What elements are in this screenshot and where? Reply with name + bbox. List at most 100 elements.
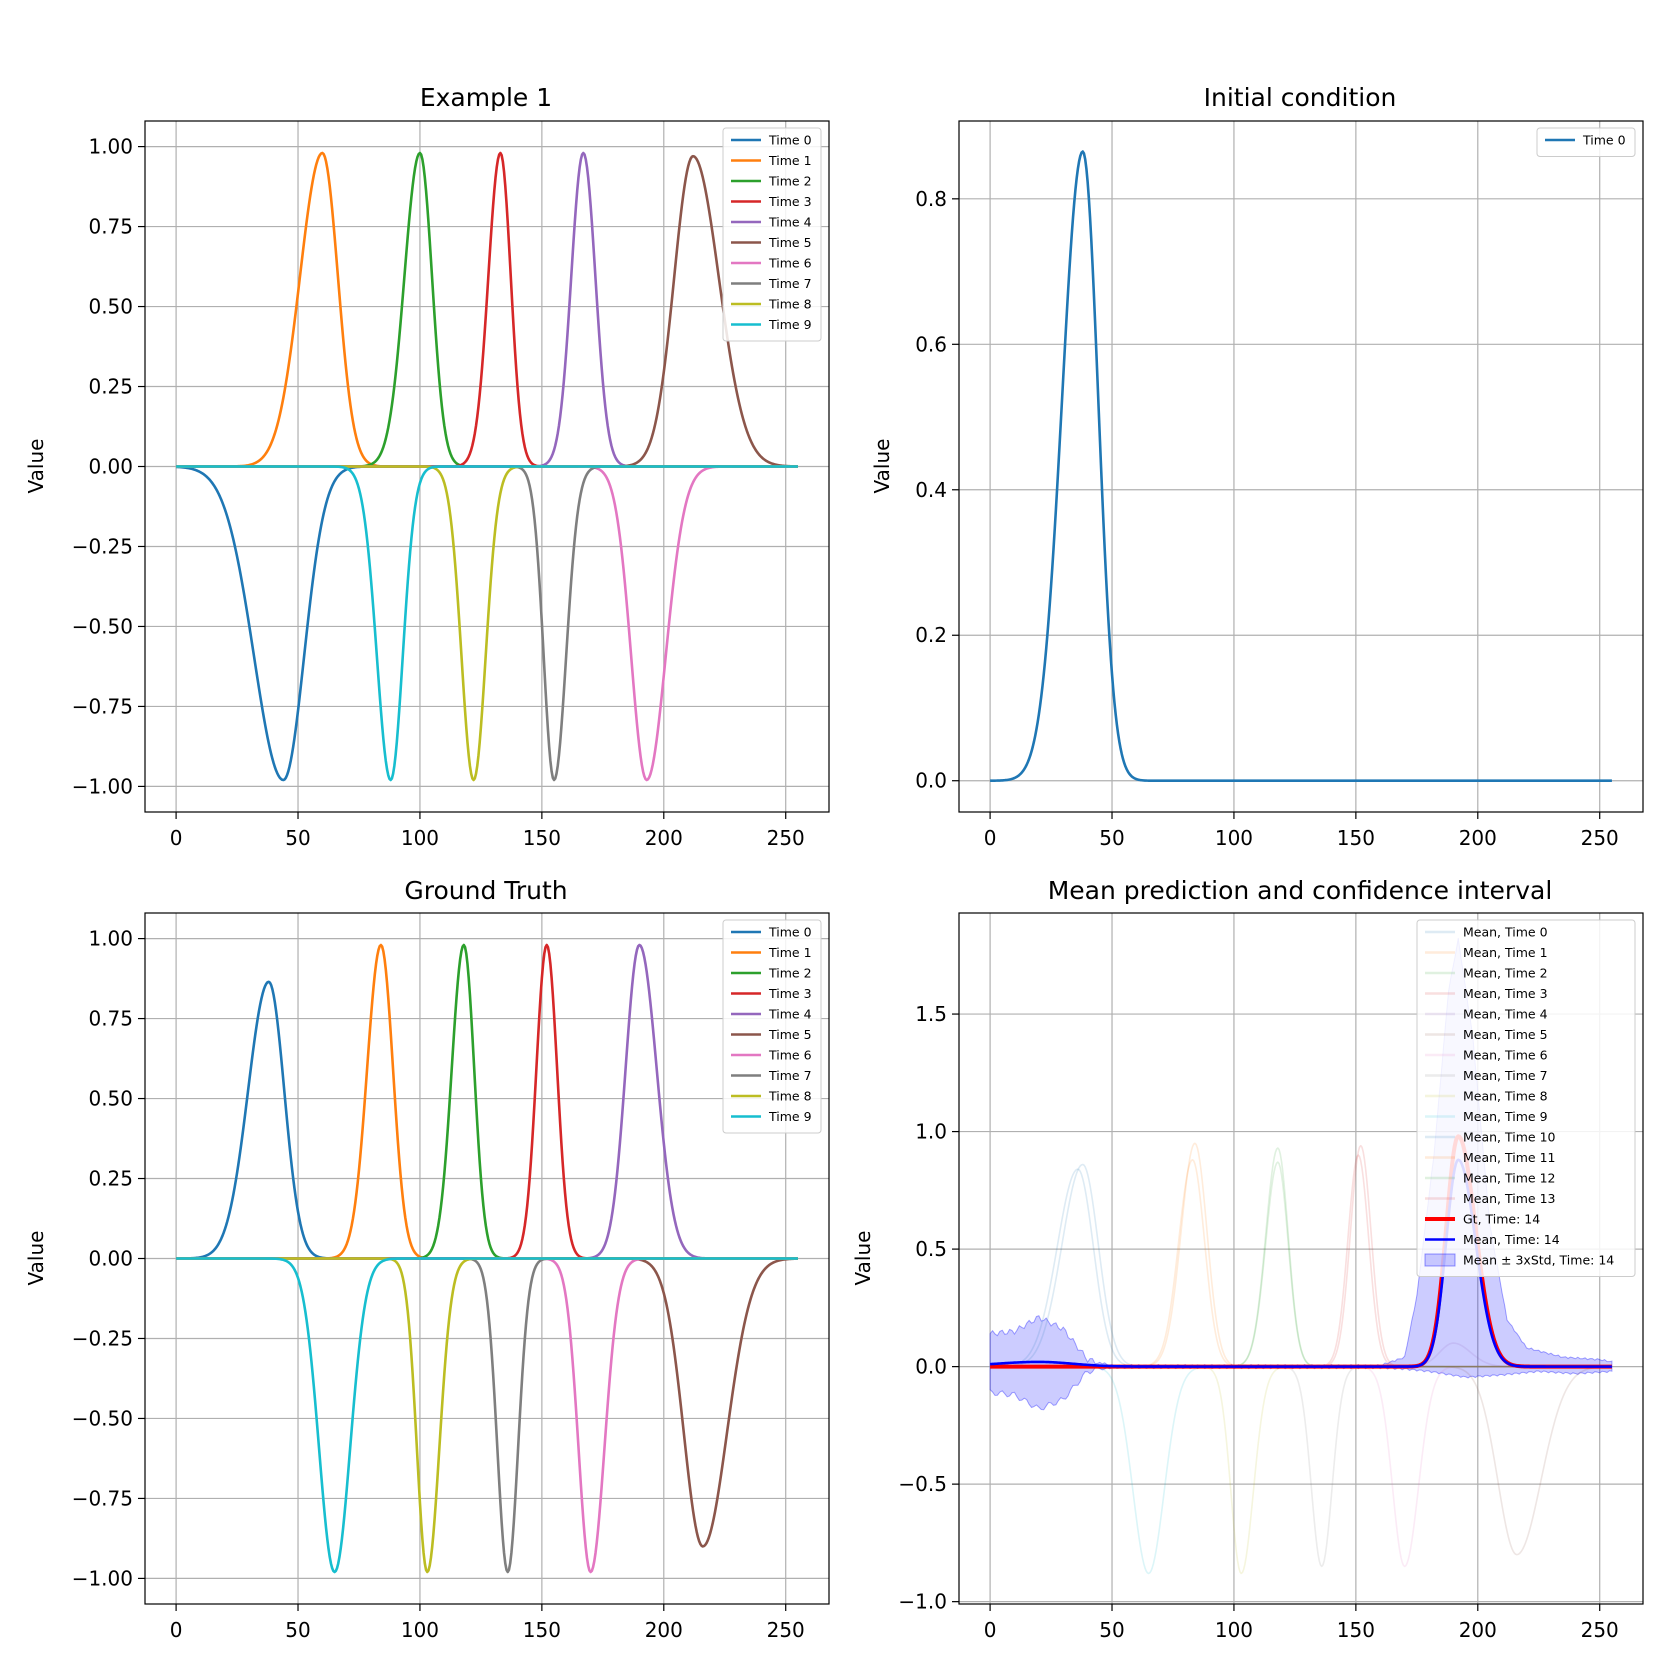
axes-frame	[958, 120, 1644, 813]
legend-label: Mean, Time 11	[1463, 1150, 1555, 1165]
example1-panel: Example 1 Value	[24, 83, 552, 493]
y-tick-label: 0.50	[88, 295, 133, 319]
legend: Time 0 Time 1 Time 2 Time 3 Time 4 Time 5 Time…	[722, 919, 822, 1134]
ground-truth-panel: Ground Truth Value	[24, 876, 568, 1285]
data-layer	[176, 943, 798, 1574]
y-tick-label: −1.00	[72, 774, 133, 798]
x-tick-label: 200	[1459, 826, 1497, 850]
y-tick-label: 0.8	[915, 187, 947, 211]
x-tick-label: 100	[1215, 1618, 1253, 1642]
x-tick-label: 250	[1581, 826, 1619, 850]
legend-frame	[1416, 919, 1636, 1277]
y-tick-label: 0.0	[915, 769, 947, 793]
y-tick-label: 0.25	[88, 375, 133, 399]
x-tick-label: 50	[285, 826, 310, 850]
legend-label: Time 4	[768, 215, 812, 230]
legend-label: Time 0	[1582, 133, 1626, 148]
legend-label: Time 5	[768, 235, 812, 250]
legend-label: Time 6	[768, 1048, 812, 1063]
x-tick-label: 0	[170, 826, 183, 850]
y-tick-label: −1.0	[898, 1590, 947, 1614]
legend-label: Time 0	[768, 925, 812, 940]
legend-label: Gt, Time: 14	[1463, 1212, 1540, 1227]
chart-title: Mean prediction and confidence interval	[1048, 876, 1553, 905]
y-tick-label: −0.75	[72, 694, 133, 718]
legend-label: Mean, Time 13	[1463, 1191, 1555, 1206]
legend-label: Time 3	[768, 986, 812, 1001]
legend-label: Mean, Time 7	[1463, 1068, 1548, 1083]
y-axis-label: Value	[851, 1231, 875, 1286]
legend-label: Time 5	[768, 1027, 812, 1042]
y-tick-label: 0.4	[915, 478, 947, 502]
series-line	[990, 1158, 1612, 1368]
legend-label: Time 2	[768, 966, 812, 981]
y-tick-label: 0.75	[88, 1007, 133, 1031]
legend-label: Mean, Time 1	[1463, 945, 1548, 960]
x-tick-label: 200	[1459, 1618, 1497, 1642]
series-line	[176, 1257, 798, 1574]
x-tick-label: 150	[523, 826, 561, 850]
legend-label: Time 8	[768, 1089, 812, 1104]
chart-title: Ground Truth	[404, 876, 567, 905]
legend-label: Time 3	[768, 194, 812, 209]
x-tick-label: 150	[1337, 826, 1375, 850]
x-tick-label: 0	[984, 826, 997, 850]
data-layer	[176, 151, 798, 782]
legend: Time 0 Time 1 Time 2 Time 3 Time 4 Time 5 Time…	[722, 127, 822, 342]
y-tick-label: −1.00	[72, 1566, 133, 1590]
y-tick-label: −0.50	[72, 614, 133, 638]
legend-label: Time 2	[768, 174, 812, 189]
legend-label: Mean ± 3xStd, Time: 14	[1463, 1253, 1614, 1268]
legend-label: Mean, Time 10	[1463, 1130, 1556, 1145]
x-tick-label: 200	[645, 1618, 683, 1642]
y-tick-label: 1.00	[88, 927, 133, 951]
y-tick-label: 0.2	[915, 623, 947, 647]
mean-prediction-panel: Mean prediction and confidence interval …	[851, 876, 1552, 1285]
y-axis-label: Value	[24, 439, 48, 494]
y-tick-label: 1.5	[915, 1002, 947, 1026]
legend-label: Time 4	[768, 1007, 812, 1022]
legend-label: Mean, Time 2	[1463, 966, 1548, 981]
chart-title: Example 1	[420, 83, 552, 112]
y-tick-label: 1.0	[915, 1120, 947, 1144]
initial-condition-panel: Initial condition Value	[870, 83, 1396, 493]
legend-label: Time 7	[768, 1068, 812, 1083]
legend-frame	[1536, 127, 1636, 157]
y-tick-label: 0.50	[88, 1087, 133, 1111]
y-tick-label: 0.00	[88, 1247, 133, 1271]
y-tick-label: 0.25	[88, 1167, 133, 1191]
data-layer	[990, 150, 1612, 783]
y-tick-label: −0.5	[898, 1472, 947, 1496]
y-tick-label: 0.00	[88, 455, 133, 479]
y-tick-label: 0.6	[915, 332, 947, 356]
y-tick-label: −0.75	[72, 1486, 133, 1510]
legend: Mean, Time 0 Mean, Time 1 Mean, Time 2 Mean…	[1416, 919, 1636, 1277]
x-tick-label: 50	[1099, 1618, 1124, 1642]
legend: Time 0	[1536, 127, 1636, 157]
y-tick-label: −0.25	[72, 1326, 133, 1350]
legend-label: Mean, Time 9	[1463, 1109, 1548, 1124]
x-tick-label: 0	[984, 1618, 997, 1642]
y-tick-label: 1.00	[88, 135, 133, 159]
y-tick-label: −0.50	[72, 1406, 133, 1430]
legend-label: Mean, Time 6	[1463, 1048, 1548, 1063]
axes-frame	[958, 912, 1644, 1605]
legend-label: Time 1	[768, 945, 812, 960]
x-tick-label: 250	[767, 1618, 805, 1642]
x-tick-label: 100	[1215, 826, 1253, 850]
legend-label: Time 8	[768, 297, 812, 312]
x-tick-label: 100	[401, 826, 439, 850]
legend-label: Mean, Time 12	[1463, 1171, 1555, 1186]
legend-label: Time 0	[768, 133, 812, 148]
chart-title: Initial condition	[1204, 83, 1397, 112]
x-tick-label: 200	[645, 826, 683, 850]
legend-label: Time 7	[768, 276, 812, 291]
legend-label: Time 9	[768, 317, 812, 332]
y-tick-label: 0.5	[915, 1237, 947, 1261]
x-tick-label: 150	[523, 1618, 561, 1642]
legend-label: Mean, Time 0	[1463, 925, 1548, 940]
series-line	[990, 150, 1612, 783]
legend-label: Mean, Time 5	[1463, 1027, 1548, 1042]
